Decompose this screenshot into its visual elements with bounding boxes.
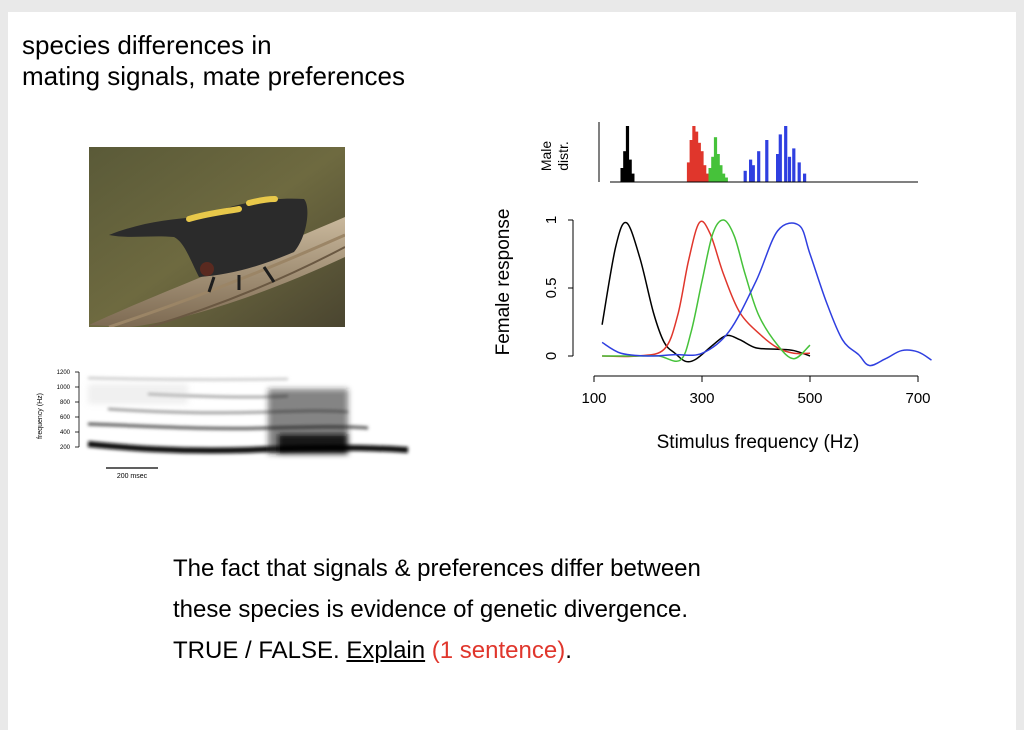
space-text [425, 637, 432, 664]
period-text: . [565, 637, 572, 664]
male-distr-bar [722, 173, 726, 182]
male-distr-bar [765, 140, 769, 182]
male-distr-bar [689, 140, 693, 182]
male-distr-bar [686, 162, 691, 182]
male-distr-bar [792, 148, 796, 182]
male-distr-bar [628, 159, 632, 182]
male-distr-bar [778, 134, 782, 182]
male-distr-bar [776, 154, 780, 182]
spec-tick-600: 600 [60, 415, 71, 421]
chart-xlabel: Stimulus frequency (Hz) [657, 432, 860, 453]
sentence-hint: (1 sentence) [431, 637, 566, 664]
slide: species differences in mating signals, m… [8, 12, 1016, 730]
male-distr-bar [700, 151, 704, 182]
explain-text: Explain [346, 637, 426, 664]
response-curves [601, 219, 932, 367]
y-tick-label: 0.5 [543, 278, 560, 299]
male-distr-bar [787, 156, 792, 182]
y-axis: 00.51 [543, 216, 574, 360]
spec-scale-label: 200 msec [117, 473, 148, 480]
male-distr-bar [784, 126, 788, 182]
chart-ylabel: Female response [493, 209, 514, 356]
y-tick-label: 0 [543, 352, 560, 360]
spec-ylabel: frequency (Hz) [37, 393, 44, 439]
true-false-text: TRUE / FALSE. [173, 637, 347, 664]
spec-tick-800: 800 [60, 400, 71, 406]
male-distr-bar [713, 137, 718, 182]
male-distr-bar [716, 154, 720, 182]
response-curve-3 [601, 222, 932, 367]
male-distr-bar [697, 142, 701, 182]
y-tick-label: 1 [543, 216, 560, 224]
response-curve-1 [602, 220, 811, 358]
response-curve-2 [602, 219, 811, 363]
male-distr-label-line2: distr. [555, 141, 571, 171]
spectrogram: frequency (Hz) 1200 1000 800 600 400 200 [37, 370, 409, 480]
male-distr-bar [631, 173, 635, 182]
male-distr-bar [708, 168, 712, 182]
male-distr-bar [724, 177, 728, 182]
question-line-3: TRUE / FALSE. Explain (1 sentence). [173, 630, 701, 671]
top-strip [0, 0, 1024, 12]
title-line-1: species differences in [22, 30, 272, 60]
spec-tick-1200: 1200 [57, 370, 71, 376]
male-distr-bar [711, 156, 715, 182]
male-distr-bar [803, 173, 807, 182]
male-distr-label-line1: Male [538, 141, 554, 172]
male-distr-bar [705, 173, 709, 182]
x-tick-label: 300 [689, 390, 714, 407]
question-line-1: The fact that signals & preferences diff… [173, 555, 701, 582]
x-tick-label: 500 [797, 390, 822, 407]
question-text: The fact that signals & preferences diff… [173, 548, 701, 671]
female-response-chart: Male distr. Female response 00.51 100 300… [493, 122, 932, 453]
spec-tick-1000: 1000 [57, 385, 71, 391]
spec-tick-200: 200 [60, 445, 71, 451]
title-line-2: mating signals, mate preferences [22, 61, 405, 91]
male-distr-bar [743, 170, 747, 182]
male-distr-bar [719, 165, 723, 182]
spec-tick-400: 400 [60, 430, 71, 436]
male-distr-bar [692, 126, 696, 182]
male-distr-bar [757, 151, 761, 182]
x-tick-label: 700 [905, 390, 930, 407]
male-distr-bar [625, 126, 630, 182]
male-distr-bar [749, 159, 753, 182]
male-distr-bar [703, 165, 707, 182]
question-line-2: these species is evidence of genetic div… [173, 596, 688, 623]
male-distr-bar [620, 168, 624, 182]
male-distr-bar [695, 131, 699, 182]
male-distr-bar [623, 151, 627, 182]
male-distr-bar [797, 162, 801, 182]
male-distribution-histogram [620, 126, 807, 182]
treehopper-photo [89, 147, 345, 327]
x-tick-label: 100 [581, 390, 606, 407]
male-distr-bar [751, 165, 755, 182]
slide-title: species differences in mating signals, m… [22, 30, 405, 92]
x-axis: 100 300 500 700 [581, 375, 931, 407]
response-curve-0 [601, 221, 811, 363]
